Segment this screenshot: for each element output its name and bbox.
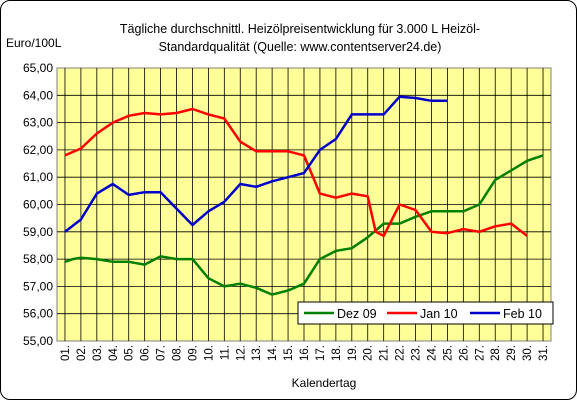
x-tick-label: 16. <box>299 345 311 361</box>
x-tick-label: 27. <box>474 345 486 361</box>
y-tick-label: 65,00 <box>23 61 53 75</box>
x-tick-label: 14. <box>267 345 279 361</box>
series-lines <box>64 95 544 296</box>
x-tick-label: 05. <box>124 345 136 361</box>
x-tick-label: 25. <box>442 345 454 361</box>
x-tick-label: 28. <box>490 345 502 361</box>
y-axis-label: Euro/100L <box>6 36 62 50</box>
y-tick-label: 58,00 <box>23 252 53 266</box>
x-tick-label: 11. <box>219 345 231 360</box>
x-tick-label: 31. <box>538 345 550 361</box>
y-tick-label: 56,00 <box>23 307 53 321</box>
x-tick-label: 04. <box>108 345 120 361</box>
x-tick-label: 17. <box>315 345 327 361</box>
legend-label-feb-10: Feb 10 <box>503 307 542 321</box>
x-tick-label: 08. <box>172 345 184 361</box>
y-tick-label: 55,00 <box>23 334 53 348</box>
x-axis-tick-labels: 01. 02. 03. 04. 05. 06. 07. 08. 09. 10. 11. 12. 13. 1… <box>60 345 550 361</box>
y-tick-label: 63,00 <box>23 116 53 130</box>
series-line-dez-09 <box>64 154 544 296</box>
x-tick-label: 15. <box>283 345 295 361</box>
chart-title-line-2: Standardqualität (Quelle: www.contentser… <box>159 40 442 54</box>
x-tick-label: 03. <box>92 345 104 361</box>
y-tick-label: 64,00 <box>23 88 53 102</box>
x-tick-label: 18. <box>331 345 343 361</box>
x-tick-label: 13. <box>251 345 263 361</box>
series-line-feb-10 <box>64 95 448 233</box>
x-tick-label: 23. <box>411 345 423 361</box>
x-tick-label: 22. <box>395 345 407 361</box>
series-line-jan-10 <box>64 107 528 238</box>
x-tick-label: 19. <box>347 345 359 361</box>
x-tick-label: 07. <box>156 345 168 361</box>
y-tick-label: 57,00 <box>23 279 53 293</box>
legend-label-dez-09: Dez 09 <box>337 307 377 321</box>
y-tick-label: 61,00 <box>23 170 53 184</box>
legend-box <box>297 301 554 325</box>
x-tick-label: 26. <box>458 345 470 361</box>
x-tick-label: 21. <box>379 345 391 361</box>
chart-title-line-1: Tägliche durchschnittl. Heizölpreisentwi… <box>120 22 480 36</box>
y-tick-label: 60,00 <box>23 198 53 212</box>
x-tick-label: 10. <box>203 345 215 361</box>
legend-label-jan-10: Jan 10 <box>420 307 458 321</box>
x-tick-label: 06. <box>140 345 152 361</box>
x-tick-label: 01. <box>60 345 72 361</box>
x-tick-label: 24. <box>426 345 438 361</box>
x-tick-label: 12. <box>235 345 247 361</box>
x-tick-label: 09. <box>187 345 199 361</box>
x-axis-label: Kalendertag <box>292 376 357 390</box>
x-tick-label: 02. <box>76 345 88 361</box>
x-tick-label: 29. <box>506 345 518 361</box>
y-tick-label: 62,00 <box>23 143 53 157</box>
x-tick-label: 30. <box>522 345 534 361</box>
x-tick-label: 20. <box>363 345 375 361</box>
y-axis-tick-labels: 55,00 56,00 57,00 58,00 59,00 60,00 61,00 62,00… <box>23 61 53 348</box>
legend: Dez 09 Jan 10 Feb 10 <box>297 301 554 325</box>
y-tick-label: 59,00 <box>23 225 53 239</box>
